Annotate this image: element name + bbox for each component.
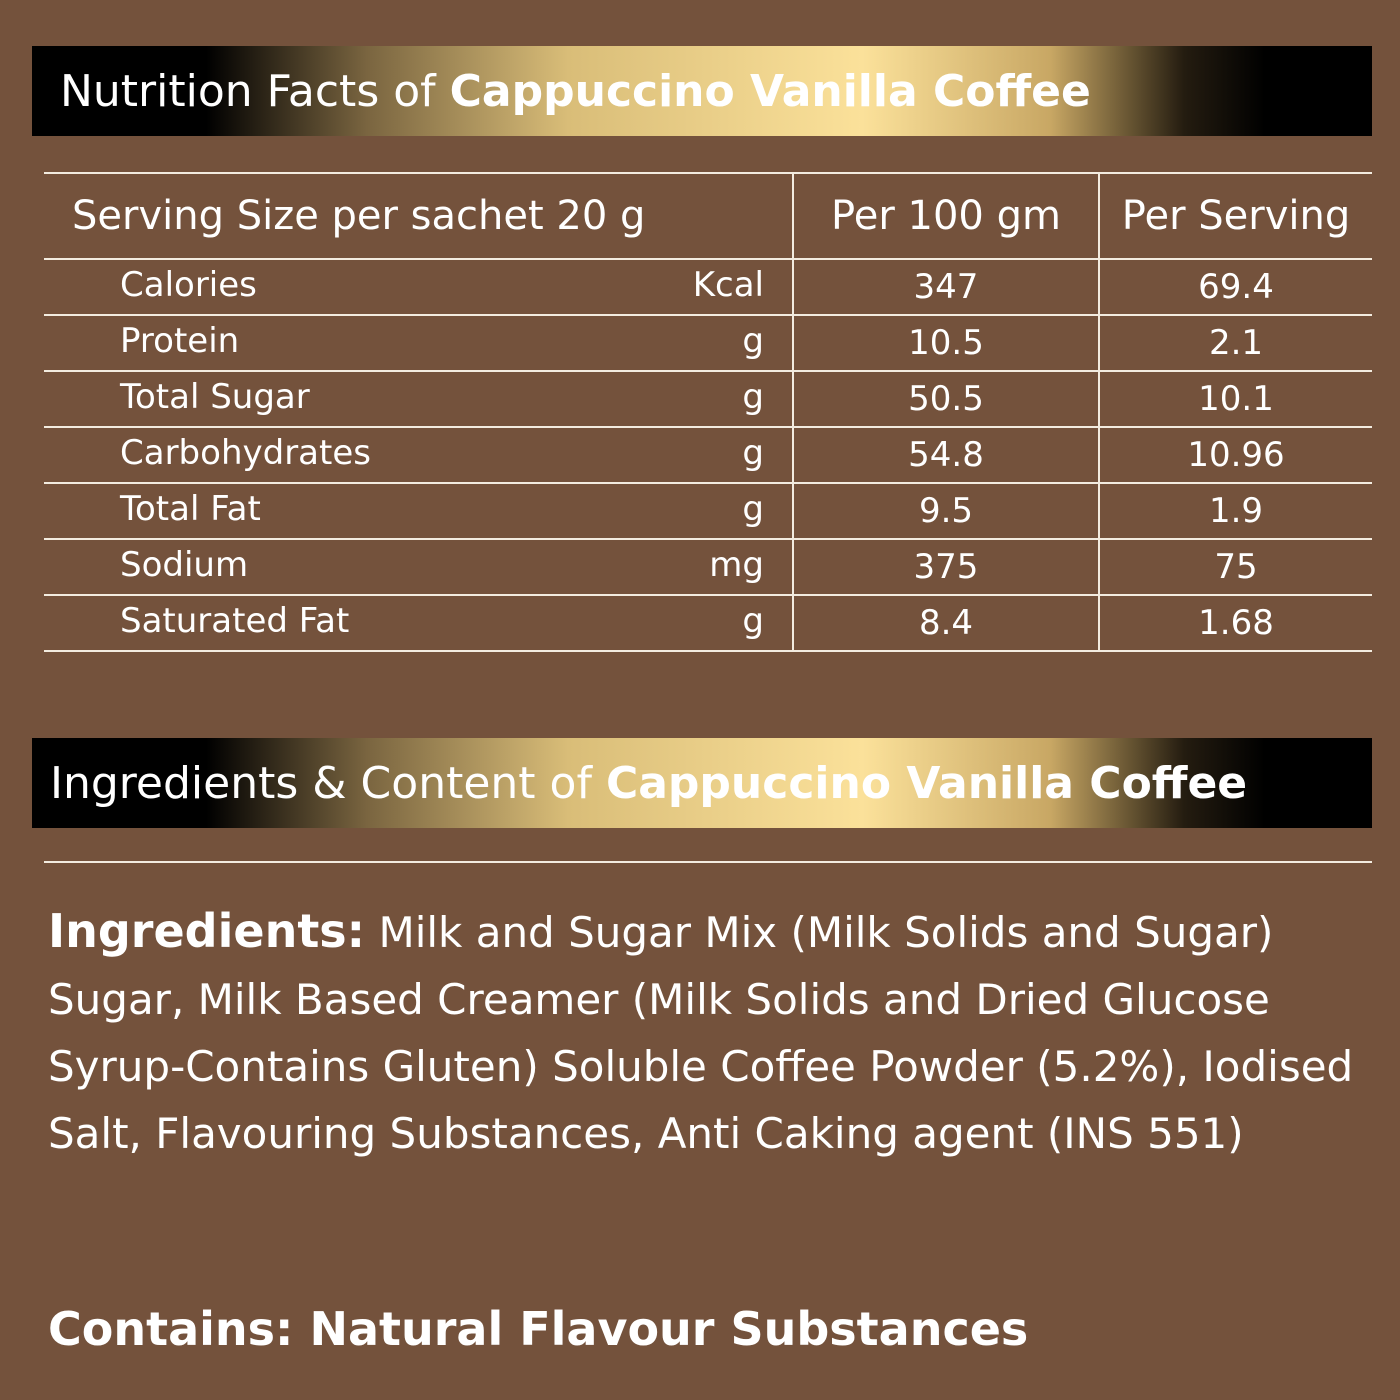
nutrition-title-product: Cappuccino Vanilla Coffee (449, 65, 1091, 117)
nutrient-unit: mg (709, 545, 764, 585)
nutrient-cell: Carbohydrates g (44, 426, 794, 484)
nutrient-cell: Total Sugar g (44, 370, 794, 428)
per-serving-value: 1.9 (1099, 482, 1372, 540)
table-row: Sodium mg 375 75 (44, 538, 1372, 596)
nutrient-cell: Total Fat g (44, 482, 794, 540)
nutrient-unit: g (742, 601, 764, 641)
per-100-value: 9.5 (793, 482, 1100, 540)
nutrient-cell: Protein g (44, 314, 794, 372)
table-header-row: Serving Size per sachet 20 g Per 100 gm … (44, 172, 1372, 260)
nutrient-cell: Calories Kcal (44, 258, 794, 316)
nutrient-unit: g (742, 377, 764, 417)
per-serving-value: 2.1 (1099, 314, 1372, 372)
per-100-value: 8.4 (793, 594, 1100, 652)
nutrient-name: Total Fat (120, 489, 261, 529)
nutrition-table: Serving Size per sachet 20 g Per 100 gm … (44, 172, 1372, 652)
serving-size-header: Serving Size per sachet 20 g (44, 172, 794, 260)
nutrition-title-prefix: Nutrition Facts of (60, 65, 436, 117)
ingredients-title-prefix: Ingredients & Content of (50, 757, 592, 809)
table-row: Carbohydrates g 54.8 10.96 (44, 426, 1372, 484)
nutrition-facts-banner: Nutrition Facts of Cappuccino Vanilla Co… (32, 46, 1372, 136)
nutrient-name: Carbohydrates (120, 433, 371, 473)
nutrient-name: Sodium (120, 545, 249, 585)
per-100-value: 50.5 (793, 370, 1100, 428)
per-serving-value: 75 (1099, 538, 1372, 596)
per-serving-value: 1.68 (1099, 594, 1372, 652)
per-serving-value: 10.1 (1099, 370, 1372, 428)
table-row: Calories Kcal 347 69.4 (44, 258, 1372, 316)
nutrient-unit: g (742, 489, 764, 529)
nutrient-name: Protein (120, 321, 240, 361)
per-100-value: 54.8 (793, 426, 1100, 484)
nutrient-name: Saturated Fat (120, 601, 350, 641)
nutrient-unit: Kcal (692, 265, 764, 305)
ingredients-title-product: Cappuccino Vanilla Coffee (605, 757, 1248, 809)
table-row: Protein g 10.5 2.1 (44, 314, 1372, 372)
nutrient-unit: g (742, 321, 764, 361)
ingredients-banner: Ingredients & Content of Cappuccino Vani… (32, 738, 1372, 828)
divider (44, 861, 1372, 863)
per-100-header: Per 100 gm (793, 172, 1100, 260)
nutrient-name: Calories (120, 265, 257, 305)
per-serving-header: Per Serving (1099, 172, 1372, 260)
per-serving-value: 10.96 (1099, 426, 1372, 484)
per-100-value: 347 (793, 258, 1100, 316)
nutrient-cell: Saturated Fat g (44, 594, 794, 652)
per-100-value: 10.5 (793, 314, 1100, 372)
table-row: Total Sugar g 50.5 10.1 (44, 370, 1372, 428)
ingredients-label: Ingredients: (48, 904, 366, 958)
nutrient-name: Total Sugar (120, 377, 310, 417)
per-100-value: 375 (793, 538, 1100, 596)
ingredients-paragraph: Ingredients: Milk and Sugar Mix (Milk So… (48, 898, 1368, 1167)
table-row: Saturated Fat g 8.4 1.68 (44, 594, 1372, 652)
per-serving-value: 69.4 (1099, 258, 1372, 316)
contains-text: Contains: Natural Flavour Substances (48, 1302, 1029, 1356)
nutrient-cell: Sodium mg (44, 538, 794, 596)
ingredients-text: Milk and Sugar Mix (Milk Solids and Suga… (48, 908, 1354, 1158)
table-row: Total Fat g 9.5 1.9 (44, 482, 1372, 540)
nutrient-unit: g (742, 433, 764, 473)
